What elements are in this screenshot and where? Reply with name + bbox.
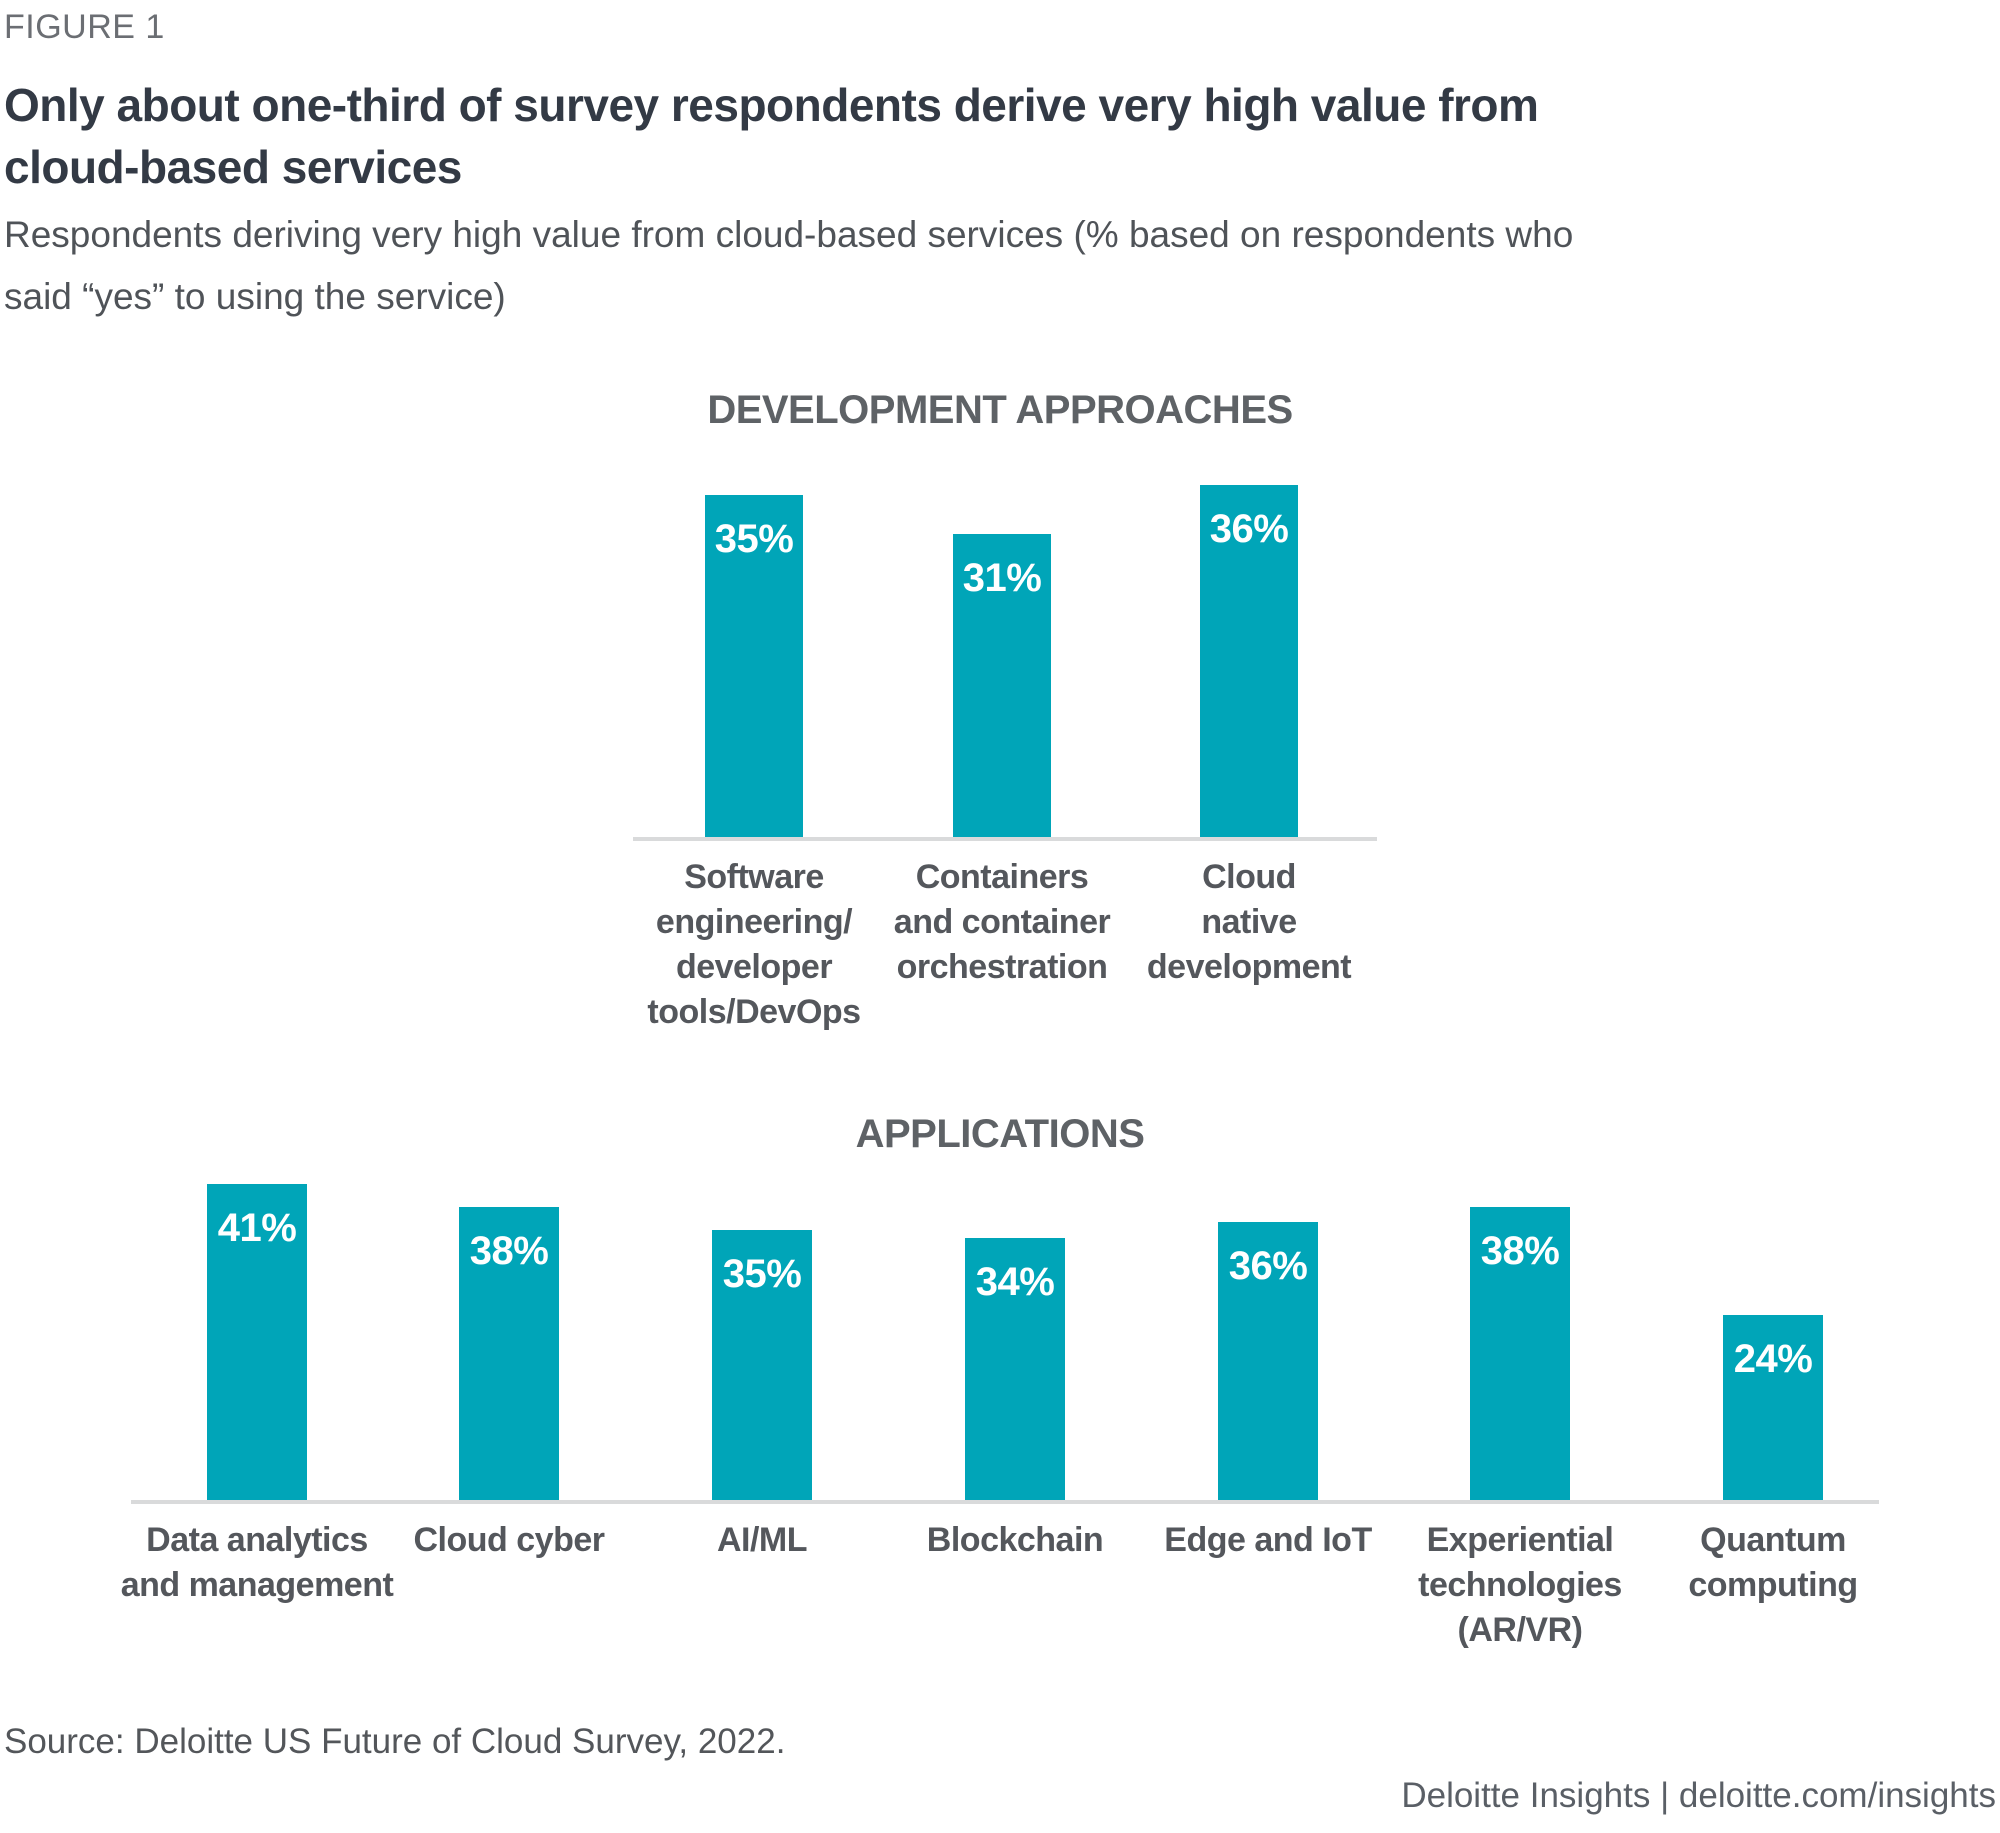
category-label: Cloud native development: [1146, 858, 1352, 986]
bar-value-label: 38%: [1480, 1229, 1560, 1273]
category-label: Software engineering/ developer tools/De…: [647, 858, 861, 1031]
category-label: Data analytics and management: [120, 1521, 394, 1604]
category-label: AI/ML: [716, 1521, 808, 1559]
footer-brand: Deloitte Insights | deloitte.com/insight…: [1401, 1776, 1996, 1815]
category-label: Experiential technologies (AR/VR): [1418, 1521, 1622, 1649]
category-label: Blockchain: [926, 1521, 1104, 1559]
bar-value-label: 36%: [1228, 1244, 1308, 1288]
category-label: Quantum computing: [1688, 1521, 1858, 1604]
bar: 35%: [712, 1230, 812, 1500]
figure-label: FIGURE 1: [4, 8, 165, 46]
x-axis-line: [131, 1500, 1879, 1504]
bar: 36%: [1218, 1222, 1318, 1500]
page-subtitle: Respondents deriving very high value fro…: [4, 214, 1574, 317]
bar: 38%: [459, 1207, 559, 1500]
bar: 35%: [705, 495, 803, 837]
bar: 31%: [953, 534, 1051, 837]
chart-section-title: DEVELOPMENT APPROACHES: [707, 388, 1293, 432]
bar: 38%: [1470, 1207, 1570, 1500]
bar: 34%: [965, 1238, 1065, 1500]
bar-value-label: 34%: [975, 1260, 1055, 1304]
bar: 36%: [1200, 485, 1298, 837]
bar-value-label: 31%: [962, 556, 1042, 600]
category-label: Containers and container orchestration: [893, 858, 1111, 986]
category-label: Edge and IoT: [1164, 1521, 1372, 1559]
bar: 41%: [207, 1184, 307, 1500]
bar-value-label: 35%: [722, 1252, 802, 1296]
page-title: Only about one-third of survey responden…: [4, 79, 1539, 193]
bar-value-label: 38%: [469, 1229, 549, 1273]
source-note: Source: Deloitte US Future of Cloud Surv…: [4, 1722, 786, 1761]
bar-value-label: 35%: [714, 517, 794, 561]
bar-value-label: 41%: [217, 1206, 297, 1250]
chart-section-title: APPLICATIONS: [855, 1112, 1145, 1156]
category-label: Cloud cyber: [413, 1521, 605, 1559]
bar: 24%: [1723, 1315, 1823, 1500]
bar-value-label: 24%: [1733, 1337, 1813, 1381]
x-axis-line: [633, 837, 1377, 841]
bar-value-label: 36%: [1209, 507, 1289, 551]
